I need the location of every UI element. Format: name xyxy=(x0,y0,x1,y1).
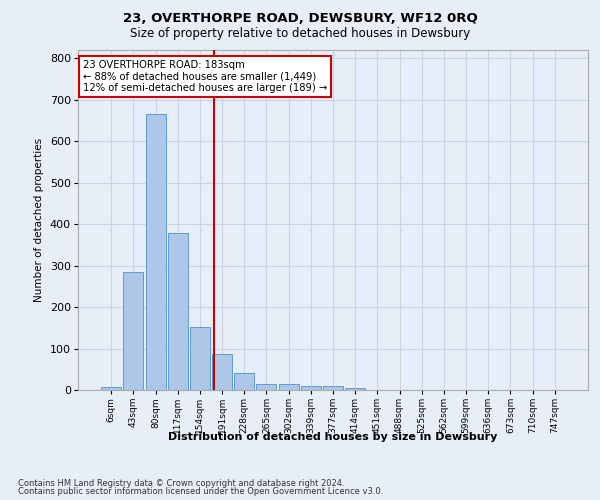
Text: Distribution of detached houses by size in Dewsbury: Distribution of detached houses by size … xyxy=(169,432,497,442)
Y-axis label: Number of detached properties: Number of detached properties xyxy=(34,138,44,302)
Bar xyxy=(101,386,121,390)
Bar xyxy=(345,388,365,390)
Bar xyxy=(190,327,210,390)
Bar xyxy=(168,234,188,390)
Text: 23, OVERTHORPE ROAD, DEWSBURY, WF12 0RQ: 23, OVERTHORPE ROAD, DEWSBURY, WF12 0RQ xyxy=(122,12,478,26)
Text: Contains public sector information licensed under the Open Government Licence v3: Contains public sector information licen… xyxy=(18,487,383,496)
Bar xyxy=(212,354,232,390)
Bar xyxy=(323,386,343,390)
Bar xyxy=(124,272,143,390)
Bar xyxy=(278,384,299,390)
Bar xyxy=(146,114,166,390)
Text: 23 OVERTHORPE ROAD: 183sqm
← 88% of detached houses are smaller (1,449)
12% of s: 23 OVERTHORPE ROAD: 183sqm ← 88% of deta… xyxy=(83,60,328,94)
Bar xyxy=(301,386,321,390)
Bar xyxy=(256,384,277,390)
Text: Size of property relative to detached houses in Dewsbury: Size of property relative to detached ho… xyxy=(130,28,470,40)
Bar xyxy=(234,374,254,390)
Text: Contains HM Land Registry data © Crown copyright and database right 2024.: Contains HM Land Registry data © Crown c… xyxy=(18,478,344,488)
